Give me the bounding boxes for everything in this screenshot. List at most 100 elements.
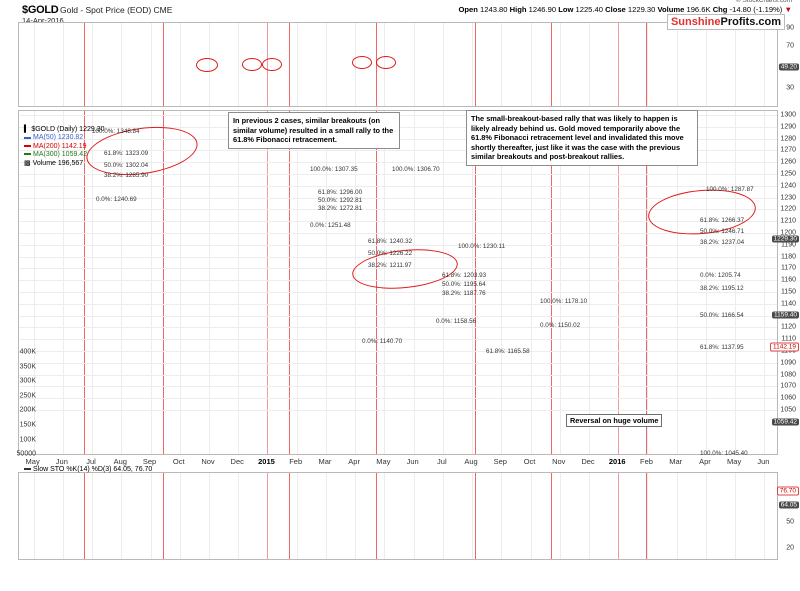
fib-level-label: 61.8%: 1203.93 — [442, 272, 487, 279]
fib-level-label: 50.0%: 1226.22 — [368, 250, 413, 257]
gridline-vertical — [764, 111, 766, 454]
gridline-horizontal — [19, 233, 777, 234]
price-tick-1080: 1080 — [780, 371, 796, 379]
gridline-horizontal — [19, 197, 777, 199]
gridline-vertical — [267, 473, 269, 559]
fib-level-label: 38.2%: 1187.76 — [442, 290, 486, 297]
gridline-vertical — [589, 111, 590, 454]
price-tick-1050: 1050 — [780, 406, 796, 414]
x-tick-Jul: Jul — [437, 457, 447, 466]
highlight-ellipse-rsi-3 — [262, 58, 282, 71]
price-tick-1210: 1210 — [780, 217, 796, 225]
x-tick-Mar: Mar — [318, 457, 332, 466]
x-tick-Oct: Oct — [172, 457, 185, 466]
x-tick-Feb: Feb — [639, 457, 653, 466]
gridline-horizontal — [19, 374, 777, 376]
gridline-horizontal — [19, 162, 777, 164]
gridline-vertical — [62, 111, 64, 454]
gridline-vertical — [647, 111, 649, 454]
gridline-vertical — [647, 473, 649, 559]
fib-level-label: 50.0%: 1195.64 — [442, 281, 486, 288]
gridline-vertical — [442, 23, 444, 106]
x-tick-Mar: Mar — [669, 457, 683, 466]
highlight-ellipse-rsi-2 — [242, 58, 262, 71]
gridline-vertical — [325, 473, 327, 559]
sto-tick-20: 20 — [786, 544, 794, 552]
fib-level-label: 100.0%: 1306.70 — [392, 166, 440, 173]
gridline-vertical — [530, 473, 532, 559]
fib-level-label: 38.2%: 1195.12 — [700, 285, 744, 292]
x-tick-Dec: Dec — [581, 457, 595, 466]
price-current-value: 1229.30 — [771, 235, 799, 243]
gridline-vertical — [735, 473, 737, 559]
gridline-vertical — [179, 473, 181, 559]
gridline-horizontal — [19, 174, 777, 175]
fib-level-label: 100.0%: 1230.11 — [458, 243, 506, 250]
x-tick-Sep: Sep — [142, 457, 157, 466]
tag-reversal-huge-volume: Reversal on huge volume — [566, 414, 663, 427]
fib-level-label: 100.0%: 1307.35 — [310, 166, 358, 173]
gridline-horizontal — [19, 410, 777, 411]
price-tick-1070: 1070 — [780, 382, 796, 390]
volume-tick-350K: 350K — [19, 363, 36, 371]
event-marker-line — [288, 111, 290, 454]
volume-tick-200K: 200K — [19, 406, 36, 414]
fib-level-label: 61.8%: 1165.58 — [486, 348, 530, 355]
fib-level-label: 38.2%: 1237.04 — [700, 239, 745, 246]
x-tick-May: May — [727, 457, 742, 466]
fib-level-label: 61.8%: 1266.37 — [700, 217, 745, 224]
x-tick-Aug: Aug — [464, 457, 478, 466]
gridline-vertical — [559, 473, 561, 559]
event-marker-line — [163, 111, 165, 454]
price-marker-1142: 1142.19 — [769, 342, 799, 352]
gridline-horizontal — [19, 221, 777, 223]
gridline-vertical — [705, 473, 707, 559]
gridline-vertical — [413, 111, 415, 454]
price-tick-1190: 1190 — [780, 241, 796, 249]
gridline-vertical — [647, 23, 649, 106]
x-tick-2015: 2015 — [258, 457, 275, 466]
gridline-vertical — [589, 473, 590, 559]
event-marker-line — [475, 23, 476, 106]
price-tick-1270: 1270 — [780, 146, 796, 154]
gridline-vertical — [676, 473, 678, 559]
gridline-vertical — [209, 473, 210, 559]
gridline-vertical — [92, 23, 94, 106]
x-tick-2016: 2016 — [608, 457, 626, 466]
fib-level-label: 50.0%: 1246.71 — [700, 228, 745, 235]
event-marker-line — [288, 23, 290, 106]
x-tick-Jun: Jun — [757, 457, 770, 466]
event-marker-line — [475, 111, 476, 454]
price-tick-1170: 1170 — [780, 264, 796, 272]
price-tick-1160: 1160 — [780, 276, 796, 284]
x-tick-Apr: Apr — [699, 457, 711, 466]
gridline-vertical — [589, 23, 590, 106]
price-tick-1240: 1240 — [780, 182, 796, 190]
x-tick-Nov: Nov — [201, 457, 215, 466]
fib-level-label: 0.0%: 1240.69 — [96, 196, 137, 203]
event-marker-line — [376, 473, 378, 559]
gridline-vertical — [325, 23, 327, 106]
sto-swatch — [24, 468, 31, 471]
fib-level-label: 50.0%: 1292.81 — [318, 197, 363, 204]
volume-tick-300K: 300K — [19, 377, 36, 385]
price-marker-1059: 1059.42 — [771, 418, 799, 426]
event-marker-line — [288, 473, 290, 559]
price-tick-1180: 1180 — [780, 253, 796, 261]
rsi-current-value: 49.20 — [778, 63, 799, 71]
gridline-vertical — [209, 111, 210, 454]
price-panel — [18, 110, 778, 455]
ohlc-summary: Open 1243.80 High 1246.90 Low 1225.40 Cl… — [459, 5, 793, 14]
gridline-horizontal — [19, 256, 777, 258]
gridline-vertical — [530, 23, 532, 106]
fib-level-label: 61.8%: 1296.00 — [318, 189, 363, 196]
gridline-vertical — [472, 473, 474, 559]
event-marker-line — [83, 23, 85, 106]
fib-level-label: 50.0%: 1166.54 — [700, 312, 744, 319]
gridline-vertical — [92, 111, 94, 454]
fib-level-label: 100.0%: 1178.10 — [540, 298, 588, 305]
sto-current-d: 76.70 — [776, 486, 799, 496]
fib-level-label: 61.8%: 1323.09 — [104, 150, 149, 157]
volume-tick-100K: 100K — [19, 436, 36, 444]
price-tick-1300: 1300 — [780, 111, 796, 119]
